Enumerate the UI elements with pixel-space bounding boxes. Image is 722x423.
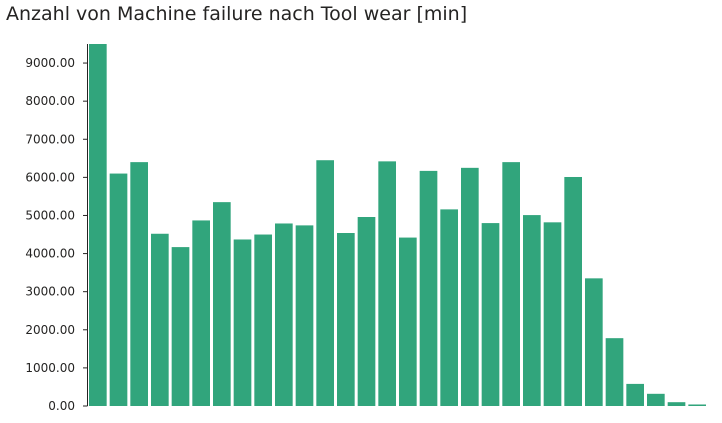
bar-26[interactable] (605, 338, 624, 406)
bar-23[interactable] (543, 222, 562, 406)
bar-22[interactable] (523, 215, 541, 406)
y-axis: 0.00 1000.00 2000.00 3000.00 4000.00 5000.00 6… (25, 44, 88, 413)
bar-2[interactable] (109, 173, 128, 406)
y-tick-label: 0.00 (48, 399, 75, 413)
bar-10[interactable] (275, 223, 293, 406)
y-tick-label: 2000.00 (25, 323, 75, 337)
chart-title: Anzahl von Machine failure nach Tool wea… (6, 3, 468, 25)
bar-9[interactable] (254, 234, 272, 406)
bar-30[interactable] (688, 404, 706, 406)
bar-14[interactable] (357, 217, 376, 406)
bar-5[interactable] (171, 247, 190, 406)
bar-18[interactable] (440, 209, 458, 406)
y-tick-label: 6000.00 (25, 170, 75, 184)
bars-group (89, 44, 706, 406)
bar-29[interactable] (667, 402, 686, 406)
bar-24[interactable] (564, 176, 582, 406)
bar-28[interactable] (647, 393, 665, 406)
y-tick-label: 4000.00 (25, 247, 75, 261)
bar-25[interactable] (585, 278, 603, 406)
y-tick-label: 5000.00 (25, 208, 75, 222)
bar-15[interactable] (378, 161, 396, 406)
bar-27[interactable] (626, 383, 644, 406)
bar-19[interactable] (461, 167, 479, 406)
bar-17[interactable] (419, 170, 438, 406)
bar-11[interactable] (295, 225, 314, 406)
bar-1[interactable] (89, 44, 107, 406)
bar-20[interactable] (481, 223, 500, 406)
y-tick-label: 8000.00 (25, 94, 75, 108)
bar-4[interactable] (151, 233, 169, 406)
bar-13[interactable] (337, 233, 355, 406)
y-tick-label: 3000.00 (25, 285, 75, 299)
y-tick-label: 1000.00 (25, 361, 75, 375)
bar-21[interactable] (502, 162, 520, 406)
y-tick-label: 7000.00 (25, 132, 75, 146)
bar-3[interactable] (130, 162, 148, 406)
bar-16[interactable] (399, 237, 417, 406)
bar-8[interactable] (233, 239, 252, 406)
bar-6[interactable] (192, 220, 210, 406)
bar-12[interactable] (316, 160, 334, 406)
bar-7[interactable] (213, 202, 231, 406)
y-tick-label: 9000.00 (25, 56, 75, 70)
